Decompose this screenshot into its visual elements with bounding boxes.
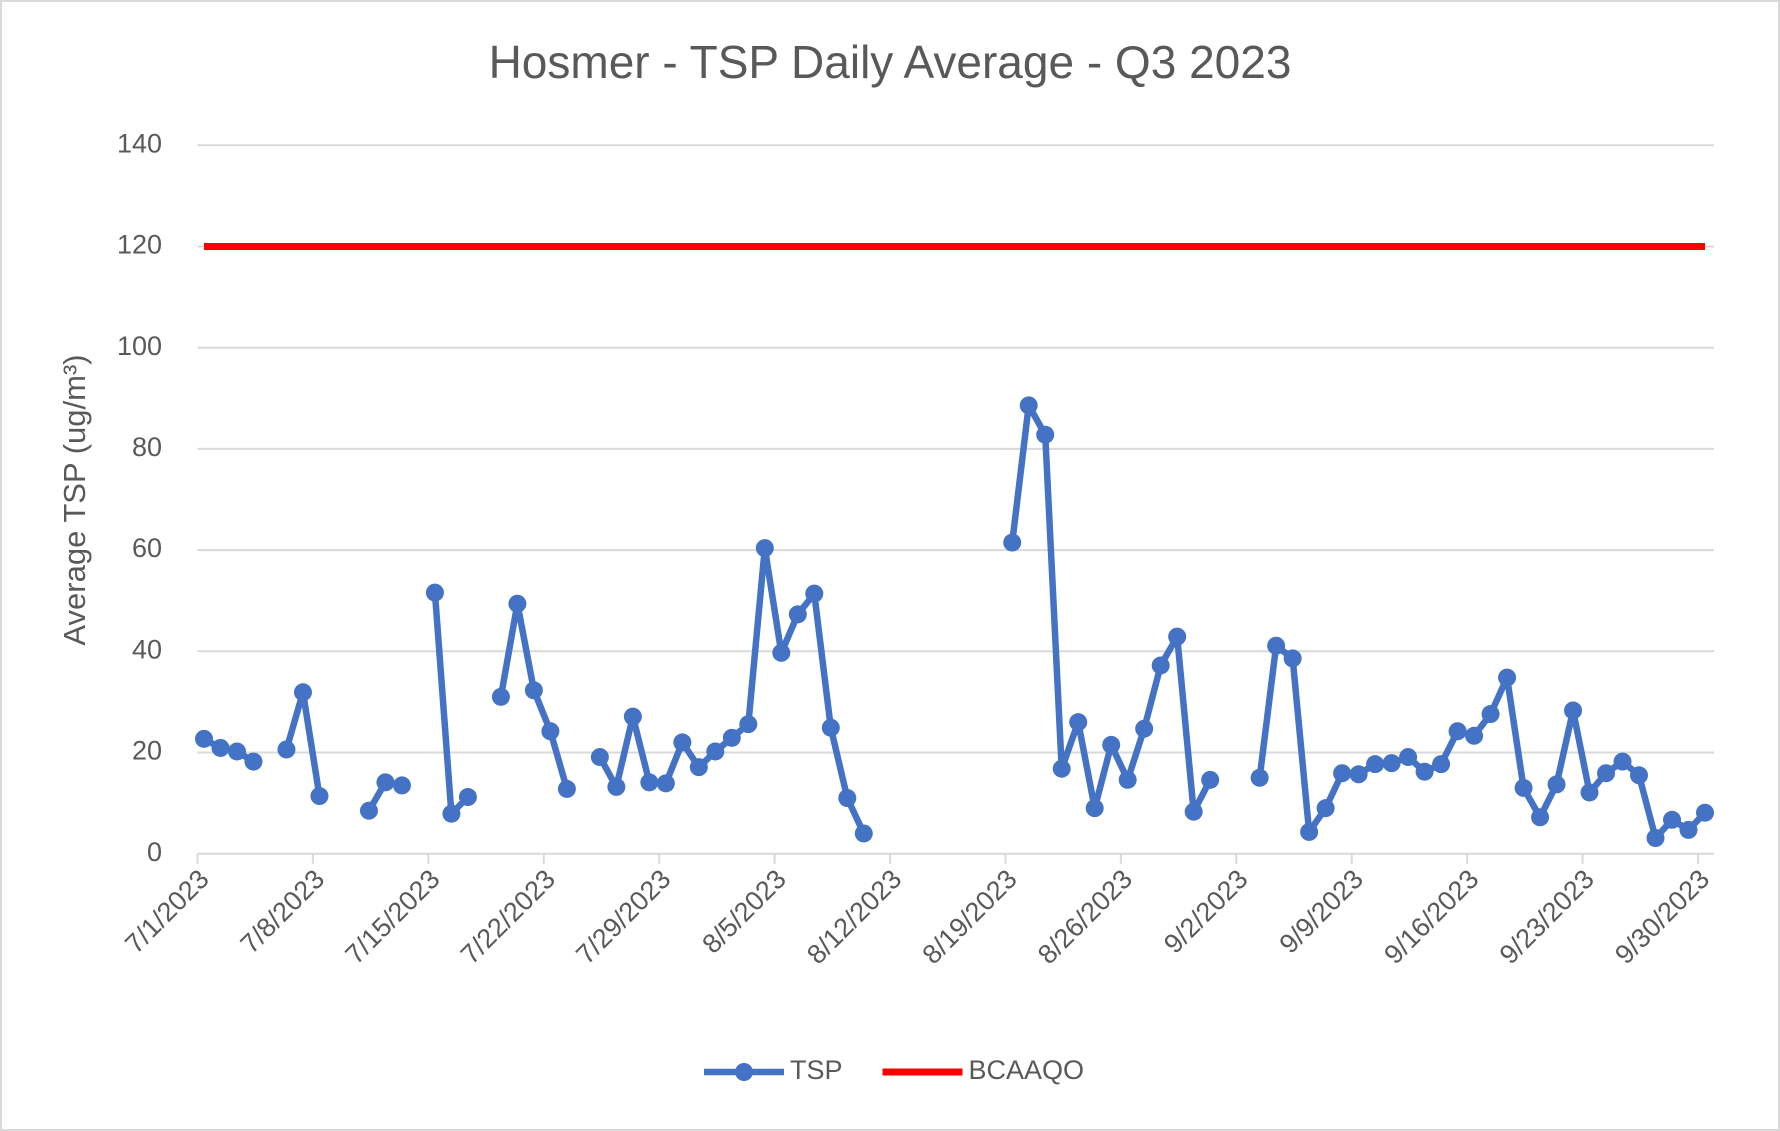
y-tick-label: 0	[147, 837, 162, 867]
data-point	[1283, 649, 1302, 668]
data-point	[1052, 759, 1071, 778]
y-tick-label: 20	[132, 736, 162, 766]
data-point	[1349, 765, 1368, 784]
data-point	[755, 539, 774, 558]
data-point	[1679, 820, 1698, 839]
data-point	[1316, 799, 1335, 818]
data-point	[607, 777, 626, 796]
data-point	[1415, 762, 1434, 781]
data-point	[1696, 803, 1714, 822]
data-point	[1184, 802, 1203, 821]
data-point	[854, 824, 873, 843]
data-point	[1366, 755, 1385, 774]
legend-label: BCAAQO	[969, 1055, 1085, 1085]
data-point	[788, 605, 807, 624]
data-point	[1300, 822, 1319, 841]
data-point	[706, 742, 725, 761]
y-tick-label: 40	[132, 634, 162, 664]
data-point	[1481, 705, 1500, 724]
data-point	[557, 779, 576, 798]
data-point	[772, 643, 791, 662]
data-point	[1613, 752, 1632, 771]
data-point	[524, 681, 543, 700]
data-point	[277, 740, 296, 759]
data-point	[1514, 778, 1533, 797]
data-point	[1663, 810, 1682, 829]
y-tick-label: 120	[117, 230, 162, 260]
data-point	[458, 788, 477, 807]
data-point	[227, 742, 246, 761]
data-point	[244, 752, 263, 771]
data-point	[1531, 808, 1550, 827]
data-point	[838, 789, 857, 808]
data-point	[1201, 770, 1220, 789]
data-point	[491, 687, 510, 706]
data-point	[1399, 748, 1418, 767]
data-point	[1498, 668, 1517, 687]
chart-title: Hosmer - TSP Daily Average - Q3 2023	[489, 36, 1292, 88]
data-point	[590, 748, 609, 767]
data-point	[739, 715, 758, 734]
data-point	[1069, 713, 1088, 732]
data-point	[821, 718, 840, 737]
data-point	[508, 594, 527, 613]
y-tick-label: 100	[117, 331, 162, 361]
data-point	[656, 774, 675, 793]
data-point	[1646, 829, 1665, 848]
y-axis-label: Average TSP (ug/m³)	[57, 354, 92, 645]
data-point	[689, 758, 708, 777]
data-point	[1432, 755, 1451, 774]
data-point	[1168, 627, 1187, 646]
data-point	[541, 722, 560, 741]
data-point	[1250, 768, 1269, 787]
data-point	[1036, 425, 1055, 444]
data-point	[359, 801, 378, 820]
data-point	[1564, 701, 1583, 720]
data-point	[1630, 766, 1649, 785]
data-point	[442, 804, 461, 823]
data-point	[640, 773, 659, 792]
data-point	[211, 738, 230, 757]
data-point	[1003, 533, 1022, 552]
data-point	[376, 773, 395, 792]
data-point	[310, 787, 329, 806]
data-point	[392, 776, 411, 795]
data-point	[1019, 396, 1038, 415]
data-point	[195, 729, 213, 748]
data-point	[1382, 754, 1401, 773]
data-point	[1267, 636, 1286, 655]
data-point	[1547, 775, 1566, 794]
data-point	[673, 733, 692, 752]
legend-marker	[735, 1063, 753, 1081]
data-point	[623, 707, 642, 726]
legend-label: TSP	[790, 1055, 843, 1085]
data-point	[1135, 719, 1154, 738]
data-point	[1465, 726, 1484, 745]
data-point	[293, 683, 312, 702]
data-point	[1118, 770, 1137, 789]
data-point	[1597, 764, 1616, 783]
data-point	[805, 584, 824, 603]
y-tick-label: 140	[117, 128, 162, 158]
y-tick-label: 60	[132, 533, 162, 563]
data-point	[722, 728, 741, 747]
data-point	[1333, 764, 1352, 783]
data-point	[1448, 722, 1467, 741]
data-point	[1085, 799, 1104, 818]
data-point	[425, 583, 444, 602]
data-point	[1151, 656, 1170, 675]
y-tick-label: 80	[132, 432, 162, 462]
data-point	[1102, 735, 1121, 754]
data-point	[1580, 783, 1599, 802]
